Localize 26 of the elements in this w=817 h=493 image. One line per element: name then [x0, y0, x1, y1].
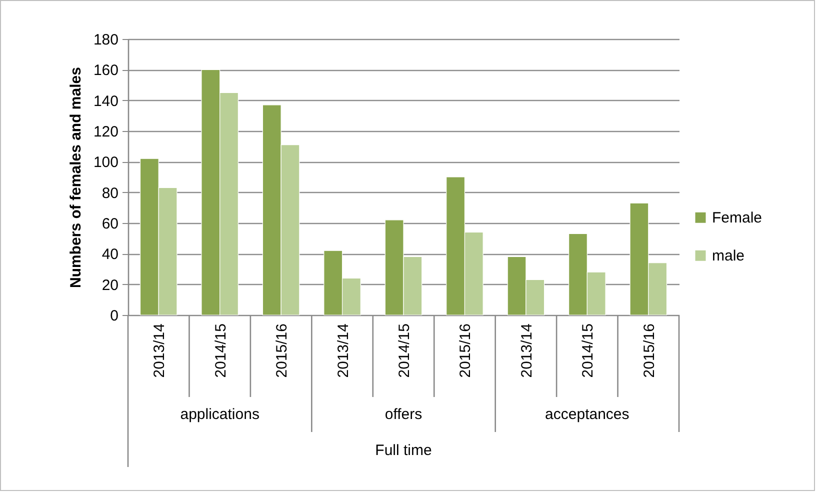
x-tick-label: 2015/16 [457, 324, 474, 378]
x-tick-label: 2015/16 [640, 324, 658, 378]
text: applications [180, 406, 260, 423]
y-tick-label: 20 [102, 276, 118, 294]
x-tick-label: 2014/15 [396, 324, 413, 378]
x-tick-label: 2013/14 [334, 324, 352, 378]
x-tick-label: 2013/14 [518, 324, 536, 378]
legend-label: Female [712, 210, 762, 227]
y-tick-label: 80 [102, 184, 118, 202]
text: offers [384, 406, 422, 423]
y-tick-label: 100 [93, 154, 118, 172]
text: Full time [375, 442, 432, 459]
x-tick-label: 2014/15 [580, 324, 597, 378]
y-tick-label: 180 [93, 32, 118, 48]
y-tick-label: 60 [102, 216, 118, 232]
x-tick-label: 2014/15 [212, 324, 230, 378]
x-tick-label: 2015/16 [274, 324, 291, 378]
x-tick-label: 2013/14 [151, 324, 168, 378]
y-tick-label: 0 [110, 308, 118, 324]
legend-label: male [712, 248, 745, 265]
text: acceptances [545, 406, 630, 423]
y-tick-label: 140 [93, 92, 118, 110]
y-tick-label: 120 [93, 124, 118, 140]
y-tick-label: 160 [93, 62, 118, 80]
y-axis-title: Numbers of females and males [67, 67, 84, 288]
y-tick-label: 40 [102, 246, 118, 264]
